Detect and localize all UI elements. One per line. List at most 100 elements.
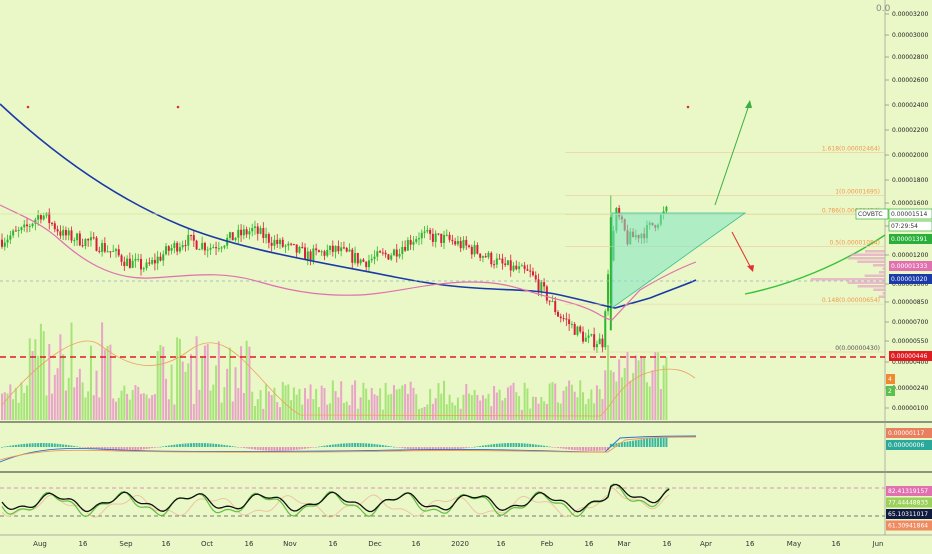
volume-bar — [12, 399, 15, 420]
macd-signal-line — [0, 436, 697, 461]
candles — [1, 195, 668, 354]
volume-bar — [240, 346, 243, 420]
price-tick-label: 0.00001800 — [892, 177, 928, 184]
volume-profile-bar — [847, 257, 885, 260]
macd-histogram-bar — [176, 444, 179, 447]
candle-body — [201, 242, 204, 250]
macd-histogram-bar — [148, 447, 151, 449]
candle-body — [329, 245, 332, 250]
candle-body — [315, 248, 318, 251]
volume-bar — [212, 384, 215, 420]
volume-bar — [409, 381, 412, 420]
candle-body — [84, 239, 87, 247]
macd-histogram-bar — [329, 444, 332, 447]
volume-bar — [37, 355, 40, 420]
macd-histogram-bar — [451, 447, 454, 451]
volume-bar — [665, 356, 668, 420]
volume-bar — [173, 404, 176, 420]
candle-body — [587, 335, 590, 338]
volume-bar — [345, 401, 348, 420]
macd-histogram-bar — [356, 443, 359, 447]
candle-body — [609, 217, 612, 331]
volume-bar — [440, 393, 443, 420]
time-tick-label: Apr — [700, 540, 712, 548]
candle-body — [270, 242, 273, 246]
candle-body — [362, 259, 365, 262]
volume-bar — [20, 382, 23, 420]
volume-bar — [337, 397, 340, 420]
volume-bar — [3, 392, 6, 420]
rsi-tag-box — [886, 486, 932, 496]
fib-level-label: 1(0.00001695) — [835, 188, 880, 195]
candle-body — [456, 240, 459, 245]
macd-histogram-bar — [501, 443, 504, 447]
macd-histogram-bar — [162, 446, 165, 447]
candle-body — [515, 265, 518, 270]
macd-histogram-bar — [253, 447, 256, 450]
macd-histogram-bar — [320, 446, 323, 447]
macd-histogram-bar — [365, 443, 368, 447]
volume-bar — [498, 389, 501, 420]
volume-tag-box — [886, 374, 895, 384]
price-tick-label: 0.00002400 — [892, 102, 928, 109]
volume-profile-bar — [847, 281, 885, 284]
candle-body — [198, 249, 201, 251]
volume-bar — [551, 382, 554, 420]
macd-histogram-bar — [209, 443, 212, 447]
macd-histogram-bar — [665, 437, 668, 447]
candle-body — [70, 230, 73, 241]
candle-body — [481, 256, 484, 258]
volume-bar — [481, 395, 484, 420]
macd-histogram-bar — [587, 447, 590, 451]
candle-body — [390, 255, 393, 260]
macd-histogram-bar — [62, 444, 65, 447]
macd-histogram-bar — [373, 444, 376, 447]
macd-histogram-bar — [543, 445, 546, 447]
volume-bar — [570, 384, 573, 420]
triangle-pattern — [611, 212, 747, 309]
up-arrow — [714, 101, 751, 206]
price-tag-box — [889, 274, 932, 284]
volume-bar — [315, 388, 318, 420]
macd-histogram-bar — [384, 445, 387, 447]
macd-histogram-bar — [479, 445, 482, 447]
volume-bar — [662, 365, 665, 420]
volume-bar — [259, 390, 262, 420]
macd-histogram-bar — [590, 447, 593, 451]
macd-histogram-bar — [531, 444, 534, 447]
candle-body — [187, 234, 190, 246]
candle-body — [518, 266, 521, 270]
volume-profile-bar — [864, 274, 885, 277]
volume-bar — [354, 380, 357, 420]
volume-bar — [406, 393, 409, 420]
candle-body — [9, 235, 12, 240]
candle-body — [590, 334, 593, 336]
volume-bar — [395, 389, 398, 420]
volume-bar — [448, 394, 451, 420]
volume-bar — [51, 393, 54, 420]
candle-body — [220, 247, 223, 249]
macd-histogram-bar — [98, 447, 101, 450]
price-tick-label: 0.00002600 — [892, 77, 928, 84]
macd-histogram-bar — [345, 443, 348, 447]
volume-profile-bar — [850, 253, 885, 256]
candle-body — [279, 239, 281, 245]
candle-body — [153, 259, 156, 264]
candle-body — [548, 300, 551, 302]
macd-histogram-bar — [515, 443, 518, 447]
volume-bar — [120, 390, 123, 420]
volume-bar — [106, 346, 109, 420]
price-tick-label: 0.00002000 — [892, 152, 928, 159]
volume-bar — [529, 408, 532, 420]
candle-body — [17, 229, 20, 231]
macd-histogram-bar — [420, 447, 423, 451]
rsi-line — [1, 483, 670, 513]
macd-pane — [0, 435, 697, 463]
volume-bar — [209, 390, 212, 420]
volume-bar — [470, 395, 473, 420]
ma-long-line — [0, 103, 697, 309]
macd-histogram-bar — [323, 445, 326, 447]
volume-bar — [598, 389, 601, 420]
candle-body — [253, 226, 256, 228]
